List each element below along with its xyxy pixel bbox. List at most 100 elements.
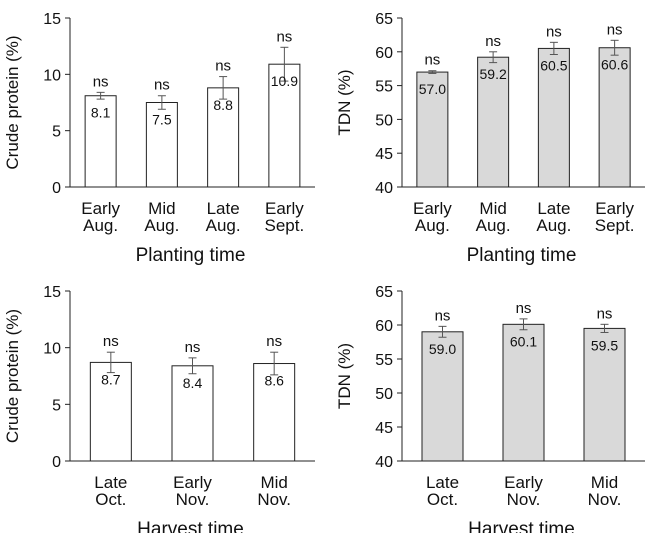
x-tick-label: Late	[207, 199, 240, 218]
y-tick-label: 65	[375, 11, 393, 28]
bar-value-label: 59.2	[480, 66, 507, 82]
y-tick-label: 40	[375, 454, 393, 471]
significance-label: ns	[597, 305, 613, 322]
significance-label: ns	[516, 300, 532, 317]
y-tick-label: 50	[375, 386, 393, 403]
y-tick-label: 10	[43, 67, 61, 84]
x-tick-label: Early	[173, 473, 212, 492]
x-tick-label: Late	[94, 473, 127, 492]
x-tick-label: Oct.	[427, 490, 458, 509]
significance-label: ns	[215, 58, 231, 75]
significance-label: ns	[266, 333, 282, 350]
y-tick-label: 5	[52, 397, 61, 414]
y-tick-label: 55	[375, 79, 393, 96]
bar	[253, 363, 296, 462]
y-tick-label: 10	[43, 341, 61, 358]
x-tick-label: Oct.	[95, 490, 126, 509]
significance-label: ns	[103, 333, 119, 350]
x-tick-label: Mid	[148, 199, 175, 218]
x-tick-label: Early	[413, 199, 452, 218]
significance-label: ns	[93, 73, 109, 90]
x-tick-label: Early	[265, 199, 304, 218]
x-tick-label: Early	[595, 199, 634, 218]
x-axis-label: Planting time	[467, 245, 577, 266]
x-tick-label: Late	[426, 473, 459, 492]
y-tick-label: 15	[43, 11, 61, 28]
y-tick-label: 40	[375, 180, 393, 197]
x-tick-label: Aug.	[476, 216, 511, 235]
bar-value-label: 8.4	[183, 375, 203, 391]
bar	[502, 323, 545, 462]
significance-label: ns	[154, 77, 170, 94]
significance-label: ns	[435, 307, 451, 324]
bar	[145, 102, 178, 188]
y-tick-label: 50	[375, 112, 393, 129]
x-axis-label: Harvest time	[137, 519, 244, 533]
bar-value-label: 8.8	[213, 97, 233, 113]
x-tick-label: Late	[537, 199, 570, 218]
bar-value-label: 60.1	[510, 333, 537, 349]
y-tick-label: 60	[375, 318, 393, 335]
y-tick-label: 0	[52, 180, 61, 197]
x-tick-label: Aug.	[415, 216, 450, 235]
x-axis-label: Harvest time	[468, 519, 575, 533]
bar	[207, 87, 240, 188]
x-tick-label: Nov.	[176, 490, 210, 509]
y-tick-label: 60	[375, 45, 393, 62]
bar	[268, 63, 301, 188]
x-tick-label: Sept.	[265, 216, 305, 235]
y-tick-label: 5	[52, 124, 61, 141]
bar	[89, 361, 132, 462]
bar-value-label: 57.0	[419, 81, 446, 97]
bar-value-label: 59.5	[591, 337, 618, 353]
y-axis-label: TDN (%)	[335, 343, 354, 409]
bar	[598, 47, 631, 188]
bar-value-label: 8.7	[101, 371, 121, 387]
x-tick-label: Aug.	[206, 216, 241, 235]
x-tick-label: Aug.	[144, 216, 179, 235]
bar	[84, 95, 117, 188]
bar-value-label: 60.5	[540, 57, 567, 73]
x-tick-label: Mid	[260, 473, 287, 492]
significance-label: ns	[276, 28, 292, 45]
bar	[421, 331, 464, 462]
significance-label: ns	[185, 339, 201, 356]
x-tick-label: Early	[504, 473, 543, 492]
x-tick-label: Nov.	[257, 490, 291, 509]
bar-value-label: 10.9	[271, 73, 298, 89]
y-tick-label: 55	[375, 352, 393, 369]
x-tick-label: Mid	[591, 473, 618, 492]
y-tick-label: 45	[375, 420, 393, 437]
bar	[171, 365, 214, 462]
significance-label: ns	[607, 21, 623, 38]
significance-label: ns	[485, 33, 501, 50]
bar	[477, 56, 510, 188]
x-tick-label: Mid	[479, 199, 506, 218]
y-axis-label: Crude protein (%)	[3, 309, 22, 443]
y-axis-label: TDN (%)	[335, 69, 354, 135]
x-tick-label: Early	[81, 199, 120, 218]
significance-label: ns	[424, 52, 440, 69]
bar-value-label: 60.6	[601, 57, 628, 73]
bar	[537, 47, 570, 188]
bar-value-label: 8.1	[91, 105, 111, 121]
significance-label: ns	[546, 23, 562, 40]
bar-value-label: 59.0	[429, 341, 456, 357]
y-axis-label: Crude protein (%)	[3, 35, 22, 169]
x-tick-label: Aug.	[536, 216, 571, 235]
y-tick-label: 0	[52, 454, 61, 471]
y-tick-label: 45	[375, 146, 393, 163]
x-tick-label: Nov.	[588, 490, 622, 509]
y-tick-label: 65	[375, 284, 393, 301]
bar-value-label: 8.6	[264, 373, 284, 389]
x-tick-label: Sept.	[595, 216, 635, 235]
x-tick-label: Aug.	[83, 216, 118, 235]
bar-value-label: 7.5	[152, 112, 172, 128]
y-tick-label: 15	[43, 284, 61, 301]
bar	[583, 327, 626, 462]
bar	[416, 71, 449, 188]
